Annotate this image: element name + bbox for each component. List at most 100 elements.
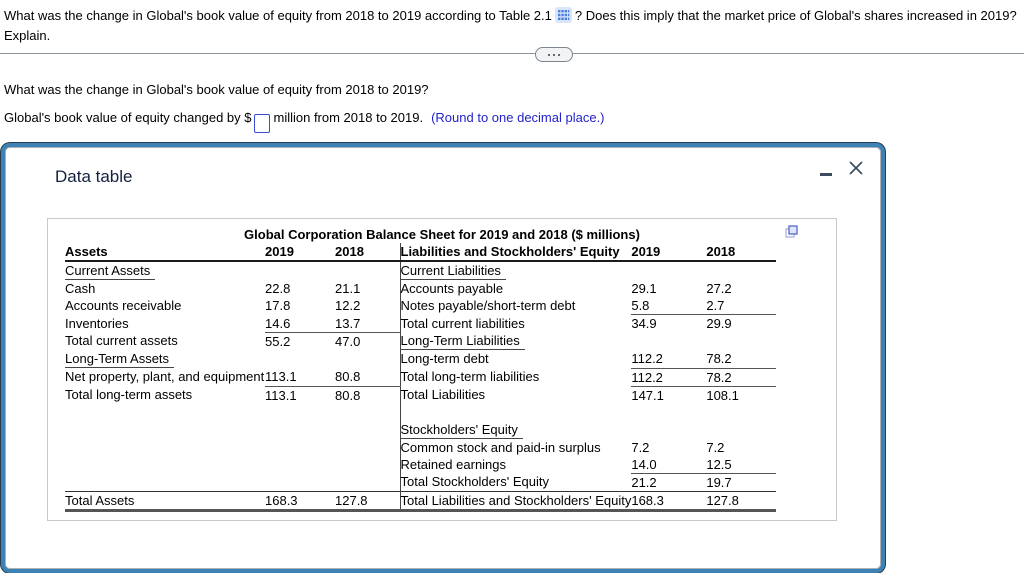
ellipsis-dot — [548, 53, 550, 56]
row-label: Inventories — [65, 315, 129, 331]
value-2019: 112.2 — [631, 350, 707, 369]
value-2019: 14.0 — [631, 455, 707, 474]
table-row: Total Stockholders' Equity 21.2 19.7 — [65, 473, 776, 491]
value-2018: 127.8 — [335, 490, 400, 510]
expand-collapse-button[interactable] — [535, 47, 573, 62]
value-2018: 78.2 — [706, 350, 777, 369]
value-2019 — [265, 350, 335, 368]
value-2019 — [265, 456, 335, 474]
row-label — [65, 421, 265, 439]
row-label — [65, 439, 265, 456]
col-assets: Assets — [65, 243, 265, 262]
value-2018: 2.7 — [706, 297, 777, 315]
row-label: Notes payable/short-term debt — [399, 297, 632, 315]
table-row: Stockholders' Equity — [65, 420, 776, 439]
table-row: Long-Term Assets Long-term debt 112.2 78.2 — [65, 350, 777, 369]
answer-input[interactable] — [254, 113, 271, 133]
answer-text-after: million from 2018 to 2019. — [273, 110, 424, 125]
value-2019: 21.2 — [631, 474, 657, 490]
row-label — [65, 404, 265, 421]
row-label: Net property, plant, and equipment — [65, 369, 265, 384]
value-2019: 17.8 — [265, 298, 291, 313]
value-2018 — [706, 404, 776, 421]
value-2019 — [265, 439, 335, 456]
data-table-icon[interactable] — [554, 7, 572, 27]
row-label: Current Assets — [65, 261, 265, 280]
value-2019: 7.2 — [631, 439, 650, 455]
question-header: What was the change in Global's book val… — [4, 7, 1020, 44]
value-2018 — [706, 261, 776, 280]
sub-question: What was the change in Global's book val… — [4, 82, 429, 97]
table-row: Common stock and paid-in surplus 7.2 7.2 — [65, 438, 776, 456]
value-2018 — [335, 404, 400, 421]
value-2019: 22.8 — [265, 281, 291, 296]
row-label: Total Liabilities and Stockholders' Equi… — [399, 490, 632, 510]
copy-to-clipboard-button[interactable] — [785, 225, 798, 238]
value-2018: 80.8 — [335, 368, 400, 387]
value-2018 — [335, 473, 400, 491]
row-label: Total long-term assets — [65, 387, 193, 402]
value-2018 — [335, 350, 400, 368]
value-2019: 14.6 — [265, 314, 335, 333]
value-2019: 5.8 — [631, 297, 707, 315]
table-row: Retained earnings 14.0 12.5 — [65, 455, 777, 474]
row-label: Retained earnings — [399, 455, 632, 473]
table-row: Cash 22.8 21.1 Accounts payable 29.1 27.2 — [65, 280, 776, 297]
table-row — [65, 403, 776, 421]
table-row: Inventories 14.6 13.7 Total current liabili… — [65, 314, 776, 333]
row-label: Accounts payable — [399, 280, 632, 297]
value-2019: 168.3 — [265, 490, 335, 510]
ellipsis-dot — [558, 53, 560, 56]
row-label: Total Liabilities — [399, 386, 632, 404]
row-label: Total Stockholders' Equity — [399, 473, 632, 491]
value-2019: 168.3 — [631, 490, 707, 510]
col-liabilities: Liabilities and Stockholders' Equity — [399, 243, 632, 262]
table-row: Current Assets Current Liabilities — [65, 261, 776, 280]
value-2019: 29.1 — [631, 281, 657, 296]
value-2019 — [631, 404, 706, 421]
value-2019 — [265, 261, 335, 280]
value-2018 — [706, 421, 776, 439]
value-2018: 13.7 — [335, 314, 400, 333]
row-label: Accounts receivable — [65, 298, 182, 313]
value-2018: 12.5 — [706, 455, 777, 474]
row-label: Stockholders' Equity — [399, 420, 632, 439]
dialog-title: Data table — [55, 167, 133, 186]
balance-sheet-card: Global Corporation Balance Sheet for 201… — [47, 218, 837, 521]
minimize-button[interactable] — [819, 167, 833, 181]
value-2018 — [335, 456, 400, 474]
value-2018: 12.2 — [335, 298, 361, 313]
col-left-2018: 2018 — [335, 243, 400, 262]
row-label: Total long-term liabilities — [399, 368, 632, 386]
table-row: Total Assets 168.3 127.8 Total Liabilities … — [65, 490, 777, 510]
value-2018: 78.2 — [706, 368, 777, 387]
ellipsis-dot — [553, 53, 555, 56]
value-2018: 80.8 — [335, 387, 361, 403]
table-row: Accounts receivable 17.8 12.2 Notes payable… — [65, 297, 777, 315]
value-2019: 147.1 — [631, 387, 664, 403]
value-2019: 113.1 — [265, 368, 335, 387]
answer-line: Global's book value of equity changed by… — [4, 106, 605, 133]
value-2018: 29.9 — [706, 316, 732, 331]
row-label: Common stock and paid-in surplus — [399, 438, 632, 456]
value-2019 — [265, 421, 335, 439]
value-2019: 55.2 — [265, 333, 291, 349]
table-row: Net property, plant, and equipment 113.1 8… — [65, 368, 777, 387]
value-2019 — [631, 332, 706, 350]
value-2019 — [265, 473, 335, 491]
balance-sheet-table: Assets 2019 2018 Liabilities and Stockho… — [65, 243, 777, 512]
question-text-before: What was the change in Global's book val… — [4, 8, 552, 23]
row-label: Long-Term Assets — [65, 350, 265, 368]
row-label — [399, 403, 632, 421]
table-row: Total current assets 55.2 47.0 Long-Term Li… — [65, 332, 776, 350]
value-2019 — [631, 261, 706, 280]
value-2018 — [335, 421, 400, 439]
close-button[interactable] — [847, 159, 865, 177]
data-table-dialog: Data table Global Corporation Balance Sh… — [1, 143, 885, 573]
row-label — [65, 473, 265, 491]
value-2019: 112.2 — [631, 368, 707, 387]
row-label: Long-term debt — [399, 350, 632, 368]
value-2019: 34.9 — [631, 316, 657, 331]
section-divider — [0, 53, 1024, 54]
row-label: Current Liabilities — [399, 261, 632, 280]
